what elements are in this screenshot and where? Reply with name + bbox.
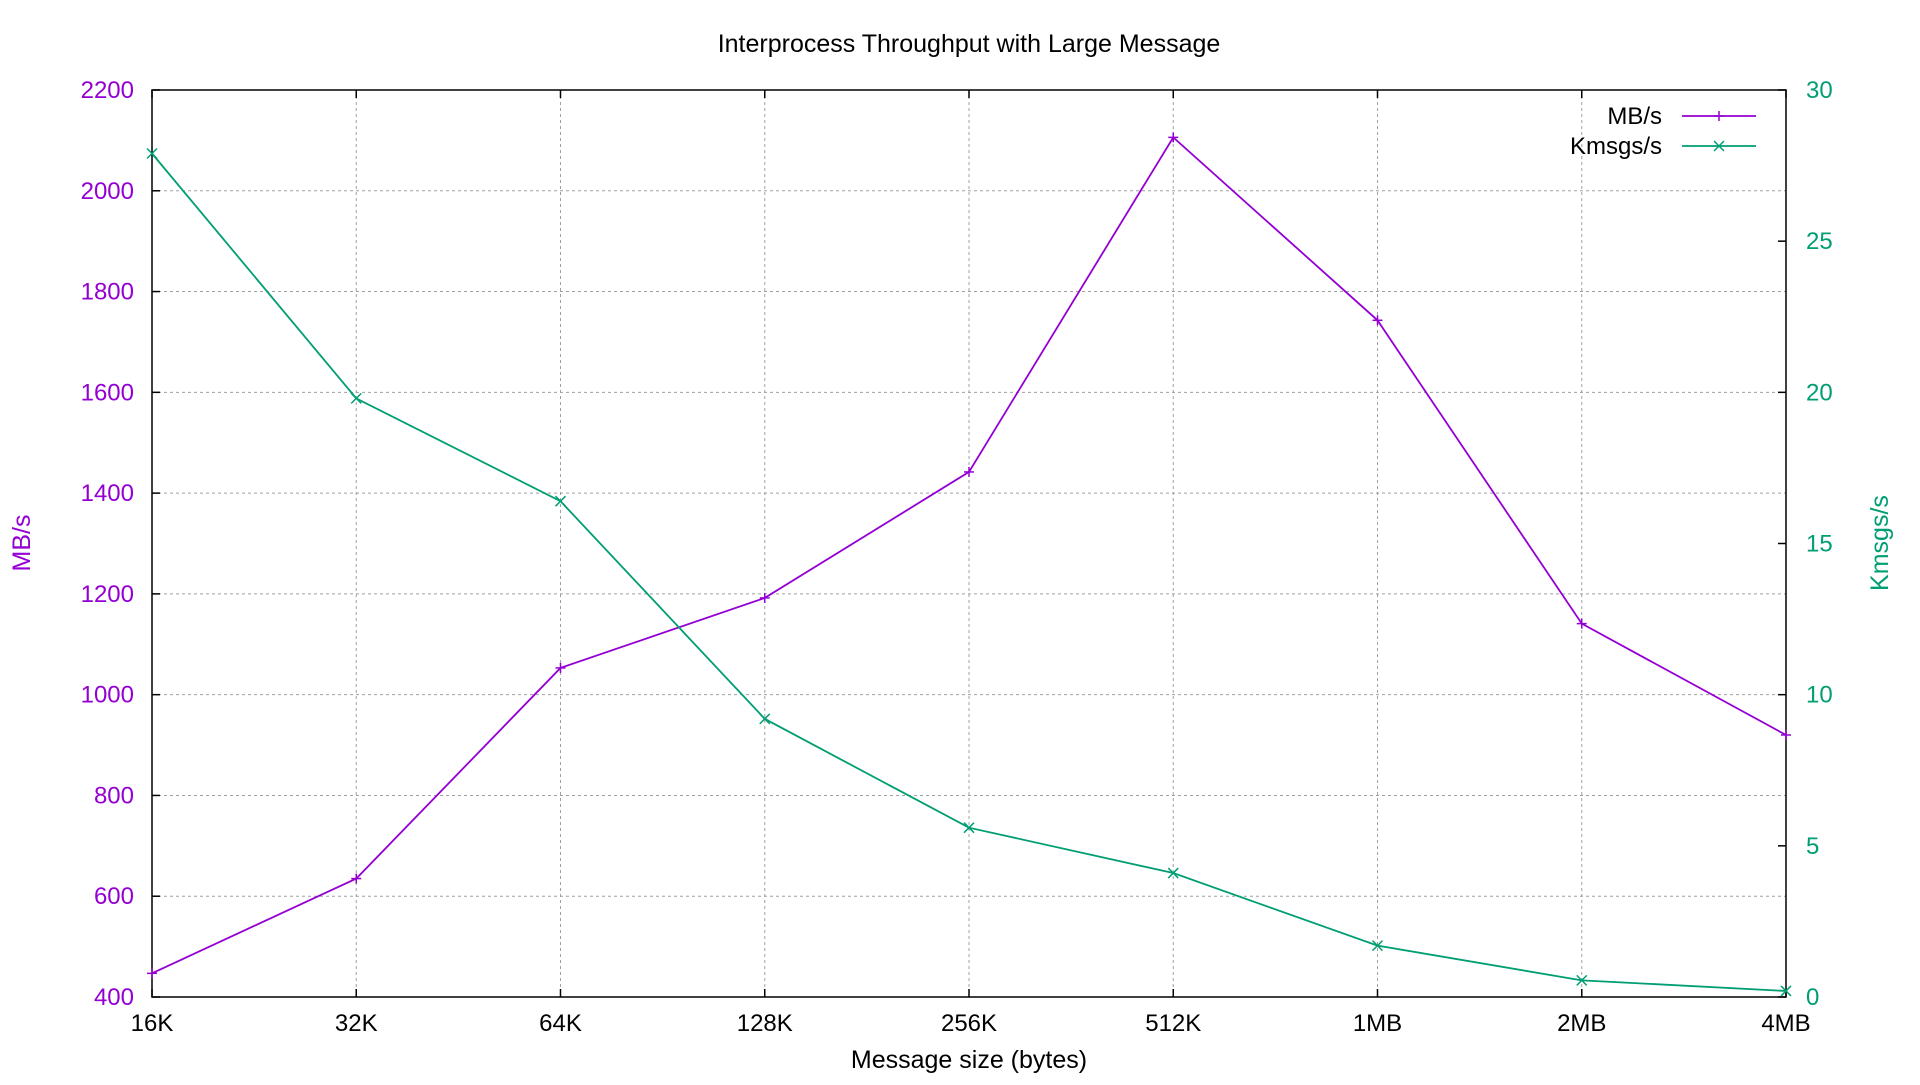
series-2-point xyxy=(1780,985,1792,997)
series-1-point xyxy=(147,968,157,979)
series-2-point xyxy=(1371,940,1384,952)
y-tick-label: 2000 xyxy=(81,178,134,205)
series-2-point xyxy=(554,495,567,507)
x-tick-label: 64K xyxy=(539,1010,582,1037)
legend-label: MB/s xyxy=(1607,103,1662,130)
series-1-point xyxy=(1372,315,1383,326)
series-1-point xyxy=(759,592,770,603)
series-1-point xyxy=(351,873,362,884)
y2-tick-label: 0 xyxy=(1806,984,1819,1011)
series-2-point xyxy=(350,392,362,404)
legend-label: Kmsgs/s xyxy=(1570,133,1662,160)
x-tick-label: 1MB xyxy=(1353,1010,1402,1037)
tick-layer: 16K 32K 64K 128K 256K 512K 1MB 2MB 4MB 400 600 800 1… xyxy=(81,77,1833,1037)
y-tick-label: 400 xyxy=(94,984,134,1011)
y-tick-label: 1800 xyxy=(81,279,134,306)
x-axis-label: Message size (bytes) xyxy=(851,1046,1087,1074)
y2-tick-label: 25 xyxy=(1806,228,1833,255)
x-tick-label: 128K xyxy=(737,1010,793,1037)
series-2-point xyxy=(759,713,771,725)
y2-tick-label: 30 xyxy=(1806,77,1833,104)
y2-tick-label: 20 xyxy=(1806,379,1833,406)
series-1-point xyxy=(555,662,566,673)
y-tick-label: 600 xyxy=(94,883,134,910)
x-tick-label: 32K xyxy=(335,1010,378,1037)
y2-tick-label: 15 xyxy=(1806,531,1833,558)
grid-layer xyxy=(152,90,1786,997)
x-tick-label: 16K xyxy=(131,1010,174,1037)
x-tick-label: 4MB xyxy=(1761,1010,1810,1037)
series-2-point xyxy=(963,822,975,834)
y-tick-label: 1200 xyxy=(81,581,134,608)
y-tick-label: 1400 xyxy=(81,480,134,507)
y-axis-label: MB/s xyxy=(8,515,36,572)
x-tick-label: 2MB xyxy=(1557,1010,1606,1037)
series-layer xyxy=(146,132,1792,997)
y2-axis-label: Kmsgs/s xyxy=(1866,495,1894,591)
y-tick-label: 800 xyxy=(94,782,134,809)
y-tick-label: 1600 xyxy=(81,379,134,406)
series-2-point xyxy=(1576,974,1588,986)
y2-tick-label: 5 xyxy=(1806,833,1819,860)
x-tick-label: 512K xyxy=(1145,1010,1201,1037)
y2-tick-label: 10 xyxy=(1806,682,1833,709)
chart-title: Interprocess Throughput with Large Messa… xyxy=(718,30,1221,58)
legend-marker xyxy=(1714,111,1724,121)
series-1-point xyxy=(1781,729,1791,740)
series-1-point xyxy=(1576,618,1587,629)
series-1-point xyxy=(1168,132,1179,143)
series-2-point xyxy=(1167,867,1179,879)
y-tick-label: 2200 xyxy=(81,77,134,104)
legend-marker xyxy=(1713,140,1725,152)
series-1-point xyxy=(964,466,974,477)
legend: MB/s Kmsgs/s xyxy=(1570,103,1756,160)
y-tick-label: 1000 xyxy=(81,682,134,709)
x-tick-label: 256K xyxy=(941,1010,997,1037)
series-2-point xyxy=(146,147,158,160)
